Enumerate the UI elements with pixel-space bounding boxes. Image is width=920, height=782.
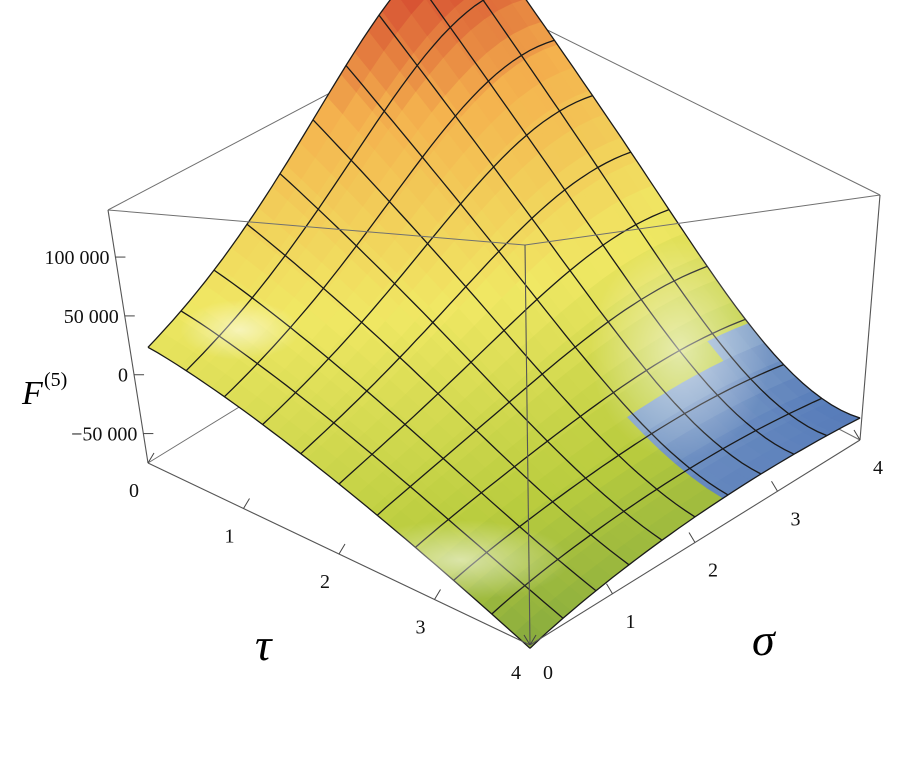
surface-highlight (350, 520, 570, 600)
box-edge-top-front-right (524, 194, 881, 246)
y-tick-mark (771, 480, 778, 492)
x-tick-label: 2 (320, 571, 330, 593)
x-tick-label: 0 (129, 480, 139, 502)
surface-highlight (180, 300, 300, 360)
mesh-line-sigma (312, 119, 696, 518)
x-tick-mark (243, 498, 250, 509)
z-axis-label-superscript: (5) (44, 369, 67, 391)
z-tick-label: −50 000 (71, 424, 137, 446)
z-tick-label: 0 (118, 365, 128, 387)
x-tick-mark (434, 589, 441, 600)
z-tick-label: 100 000 (44, 247, 109, 269)
z-axis-label-main: F (21, 375, 44, 412)
y-tick-mark (523, 634, 531, 646)
x-tick-mark (529, 634, 537, 646)
mesh-line-sigma (482, 0, 828, 437)
box-edge-top-front-left (107, 209, 526, 246)
mesh-line-sigma (525, 0, 861, 419)
y-tick-mark (688, 532, 696, 543)
mesh-line-sigma (279, 173, 663, 541)
box-edge-vertical-left (107, 209, 149, 464)
surface-highlight (590, 240, 770, 460)
x-tick-mark (338, 543, 346, 555)
y-tick-mark (853, 429, 861, 441)
y-tick-mark (606, 583, 613, 595)
y-tick-label: 1 (626, 611, 636, 633)
y-tick-label: 3 (791, 508, 801, 530)
x-tick-label: 1 (225, 526, 235, 548)
x-tick-label: 3 (416, 617, 426, 639)
mesh-line-sigma (246, 223, 630, 566)
box-edge-vertical-front (524, 244, 531, 646)
x-tick-mark (147, 452, 155, 464)
x-axis-label: τ (255, 619, 273, 670)
box-edge-vertical-right (859, 194, 881, 441)
z-tick-label: 50 000 (64, 306, 119, 328)
z-axis-label: F (5) (21, 369, 67, 412)
surface (147, 0, 861, 649)
y-tick-label: 2 (708, 560, 718, 582)
y-tick-label: 4 (873, 457, 883, 479)
y-tick-label: 0 (543, 662, 553, 684)
y-axis-label: σ (752, 614, 777, 665)
box-edge-top-back-right (496, 4, 881, 196)
x-tick-label: 4 (511, 662, 521, 684)
